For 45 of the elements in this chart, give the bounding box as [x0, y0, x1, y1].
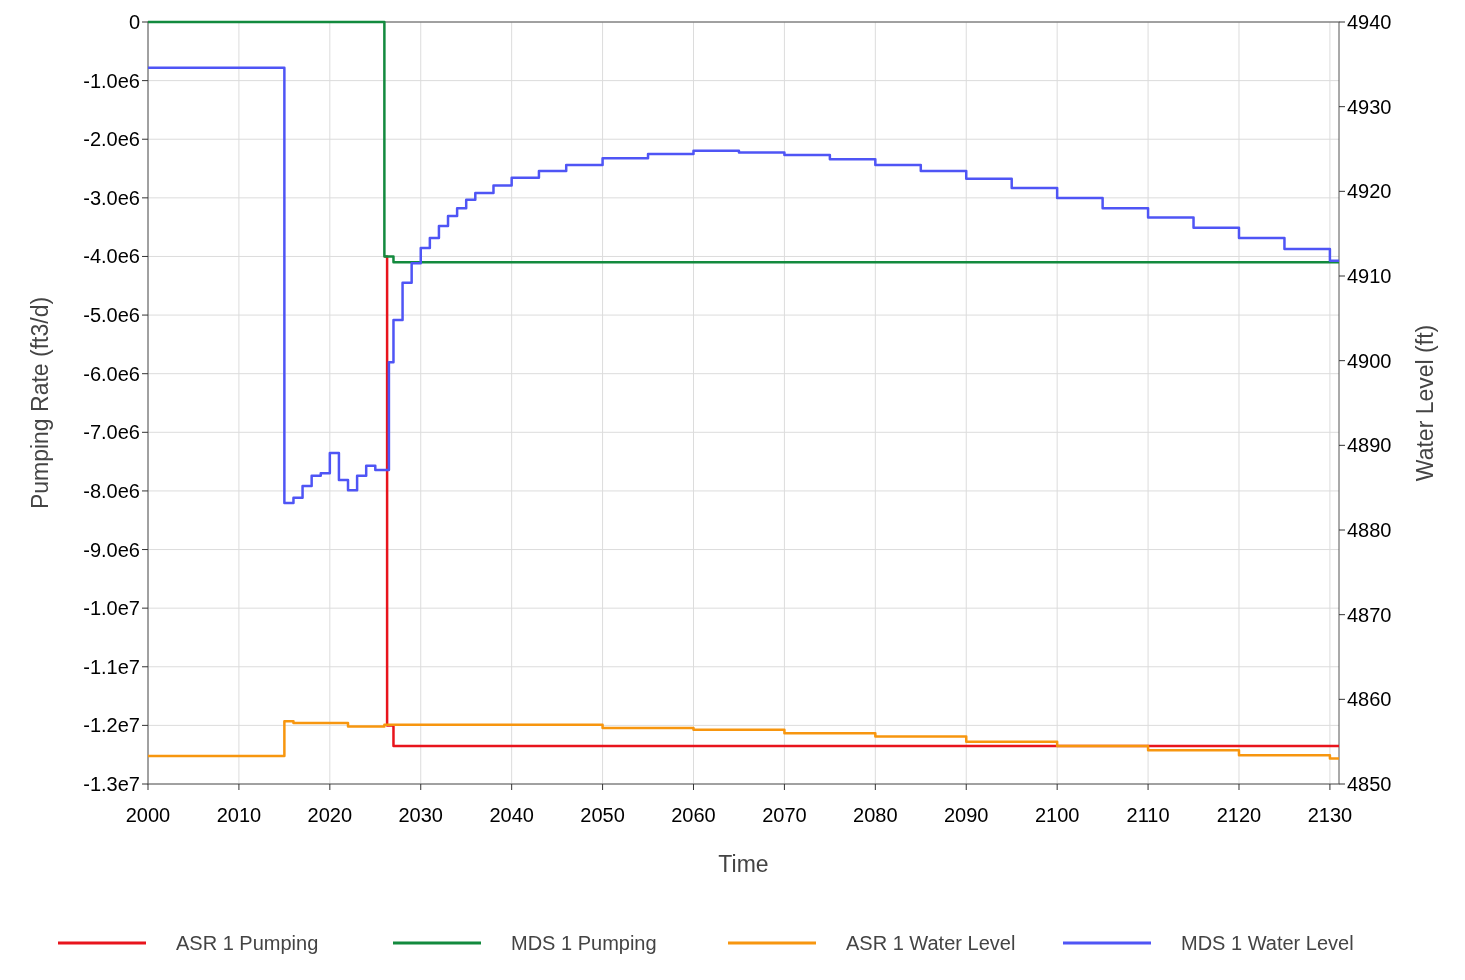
- x-tick-label: 2030: [398, 804, 443, 826]
- y2-axis-title: Water Level (ft): [1412, 324, 1438, 482]
- y2-tick-label: 4870: [1347, 603, 1392, 626]
- y-tick-label: -1.0e7: [83, 597, 140, 620]
- y-tick-label: -5.0e6: [83, 304, 140, 327]
- y-tick-label: -1.2e7: [83, 714, 140, 737]
- y2-tick-label: 4940: [1347, 11, 1392, 33]
- x-tick-label: 2100: [1034, 804, 1080, 826]
- x-tick-label: 2090: [943, 804, 989, 826]
- y-tick-label: -1.1e7: [83, 655, 140, 678]
- y-tick-label: -3.0e6: [83, 186, 140, 209]
- y-tick-label: -1.3e7: [83, 773, 140, 795]
- x-tick-label: 2000: [125, 804, 171, 826]
- x-axis-title: Time: [718, 851, 769, 877]
- x-tick-label: 2130: [1307, 804, 1353, 826]
- y-tick-label: -9.0e6: [83, 538, 140, 561]
- y-tick-label: -6.0e6: [83, 362, 140, 385]
- y-tick-label: -8.0e6: [83, 479, 140, 502]
- y-tick-label: -1.0e6: [83, 69, 140, 92]
- y2-tick-label: 4880: [1347, 519, 1392, 541]
- y2-tick-label: 4920: [1347, 180, 1392, 203]
- y-tick-label: -7.0e6: [83, 421, 140, 444]
- x-tick-label: 2060: [671, 804, 716, 826]
- y-tick-label: -4.0e6: [83, 245, 140, 268]
- y2-tick-label: 4900: [1347, 349, 1392, 372]
- x-tick-label: 2040: [489, 804, 534, 826]
- y2-tick-label: 4930: [1347, 95, 1392, 118]
- legend-label: MDS 1 Water Level: [1181, 932, 1354, 954]
- x-tick-label: 2050: [580, 804, 625, 826]
- legend-label: ASR 1 Water Level: [846, 932, 1016, 954]
- x-tick-label: 2120: [1216, 804, 1262, 826]
- legend-label: ASR 1 Pumping: [176, 932, 319, 954]
- x-tick-label: 2110: [1126, 804, 1170, 826]
- x-tick-label: 2010: [216, 804, 262, 826]
- y2-tick-label: 4850: [1347, 773, 1392, 795]
- y2-tick-label: 4890: [1347, 434, 1392, 457]
- y-tick-label: 0: [128, 11, 140, 33]
- x-tick-label: 2070: [762, 804, 807, 826]
- y2-tick-label: 4910: [1347, 265, 1392, 287]
- y2-tick-label: 4860: [1347, 688, 1392, 711]
- y-axis-title: Pumping Rate (ft3/d): [27, 296, 53, 510]
- x-tick-label: 2080: [853, 804, 898, 826]
- y-tick-label: -2.0e6: [83, 128, 140, 151]
- legend-label: MDS 1 Pumping: [511, 932, 657, 954]
- x-tick-label: 2020: [307, 804, 353, 826]
